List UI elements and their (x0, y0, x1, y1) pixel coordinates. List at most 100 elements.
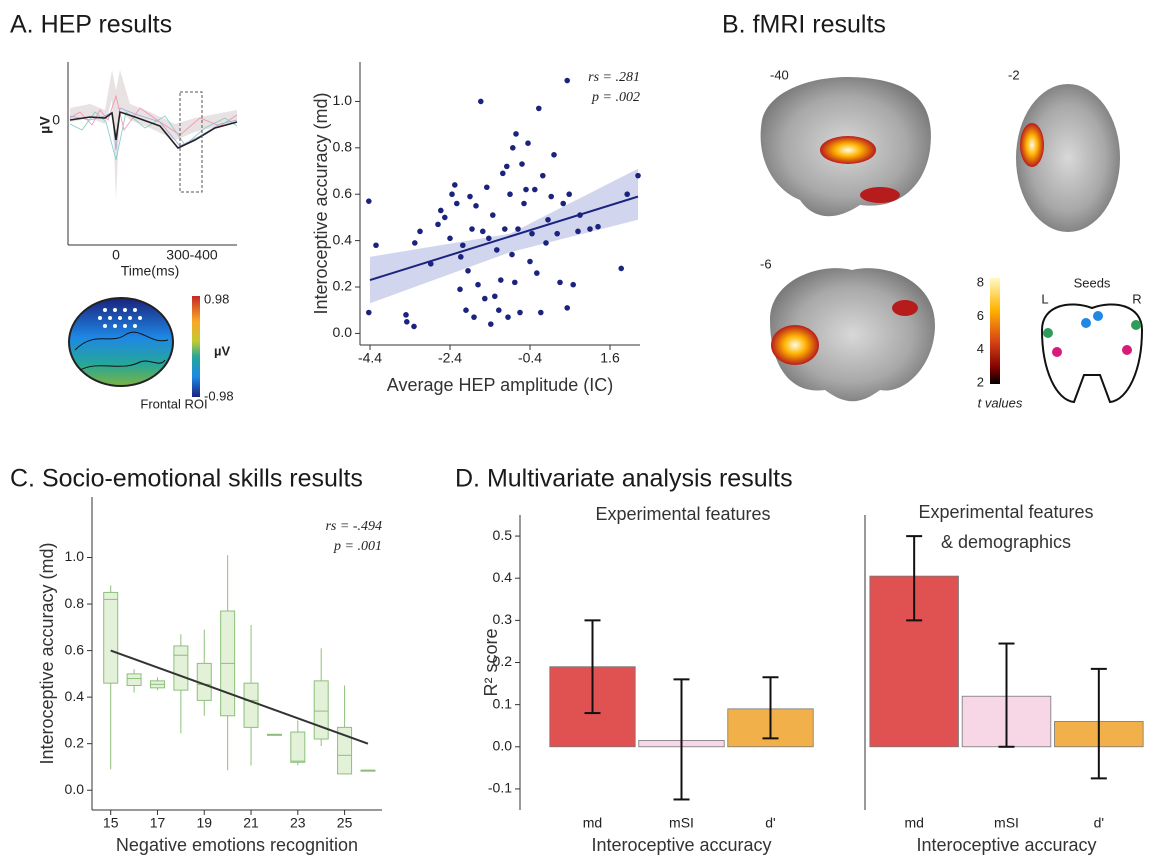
activation (820, 136, 876, 164)
colorbar-tick-label: 4 (977, 341, 984, 356)
hep-waveform: µV 0 0 300-400 Time(ms) (37, 62, 238, 279)
waveform-trial (69, 107, 238, 151)
point (486, 235, 492, 242)
box (243, 682, 259, 728)
y-tick-label: 0.8 (65, 595, 85, 611)
point (478, 98, 484, 105)
point (449, 191, 455, 198)
colorbar-tick-label: 6 (977, 308, 984, 323)
point (403, 312, 409, 318)
contour (74, 331, 169, 351)
x-label: Time(ms) (121, 263, 180, 279)
seed (1043, 328, 1053, 338)
x-tick-label: 23 (290, 815, 306, 831)
point (492, 293, 498, 300)
point (412, 240, 418, 246)
colorbar-ticks: 0.98 -0.98 (204, 291, 234, 403)
point (500, 170, 506, 177)
window-label: 300-400 (166, 247, 218, 263)
x-tick-label: -4.4 (358, 350, 382, 366)
y-tick-label: -0.1 (488, 780, 512, 796)
point (457, 286, 463, 293)
y-label: Interoceptive accuracy (md) (311, 92, 331, 314)
point (509, 251, 515, 258)
point (502, 226, 508, 232)
point (521, 200, 527, 207)
box (337, 726, 353, 775)
box (313, 680, 329, 740)
point (504, 163, 510, 170)
colorbar (192, 296, 200, 397)
point (482, 295, 488, 302)
chart-title: Experimental features (595, 504, 770, 524)
colorbar-tick-label: 0.98 (204, 291, 229, 306)
point (564, 77, 570, 84)
seeds-left: L (1041, 291, 1048, 306)
point (488, 321, 494, 327)
seed (1131, 320, 1141, 330)
activation (892, 300, 918, 316)
point (467, 193, 473, 200)
x-tick-label: mSI (669, 815, 694, 831)
point (366, 309, 372, 316)
panel-title: C. Socio-emotional skills results (10, 465, 363, 493)
point (454, 200, 460, 207)
y-tick-label: 0.3 (493, 611, 513, 627)
point (545, 216, 551, 223)
colorbar-tick-label: -0.98 (204, 388, 234, 403)
x-zero: 0 (112, 247, 120, 263)
colorbar-ticks: 2 4 6 8 (977, 274, 984, 389)
activation (1020, 123, 1044, 167)
y-tick-label: 0.4 (493, 569, 513, 585)
point (507, 191, 513, 198)
topomap: Frontal ROI µV (68, 296, 230, 411)
fmri-slices: -40 -2 -6 t values Seeds L R (760, 67, 1144, 410)
waveform-mean (69, 110, 238, 149)
point (494, 247, 500, 253)
activation (771, 325, 819, 365)
fit-line (369, 195, 639, 282)
point (525, 140, 531, 146)
point (366, 198, 372, 204)
seeds-title: Seeds (1074, 275, 1111, 290)
x-label: Interoceptive accuracy (591, 835, 771, 855)
y-tick-label: 0.5 (493, 527, 513, 543)
x-label: Negative emotions recognition (116, 835, 358, 855)
box (103, 591, 119, 684)
activation (860, 187, 900, 203)
waveform-trial (69, 111, 238, 161)
point (442, 214, 448, 221)
annotation: rs = -.494 (325, 519, 382, 534)
x-tick-label: d' (765, 815, 775, 831)
time-window (179, 91, 203, 193)
panel-title: A. HEP results (10, 11, 172, 39)
y-tick-label: 1.0 (333, 92, 353, 108)
point (560, 200, 566, 207)
waveform-spread (70, 70, 237, 200)
point (517, 309, 523, 316)
y-label: Interoceptive accuracy (md) (37, 542, 57, 764)
brain-coronal (770, 268, 935, 402)
x-tick-label: -0.4 (518, 350, 542, 366)
x-label: Interoceptive accuracy (916, 835, 1096, 855)
point (469, 226, 475, 232)
x-tick-label: 19 (196, 815, 212, 831)
x-tick-label: -2.4 (438, 350, 462, 366)
y-tick-label: 1.0 (65, 548, 85, 564)
point (538, 309, 544, 316)
point (618, 265, 624, 272)
point (587, 226, 593, 232)
x-tick-label: md (583, 815, 602, 831)
point (505, 314, 511, 320)
point (484, 184, 490, 191)
slice-label: -40 (770, 67, 789, 82)
seed (1081, 318, 1091, 328)
x-tick-label: 17 (150, 815, 166, 831)
point (536, 105, 542, 112)
point (595, 223, 601, 230)
error-bar (1090, 667, 1107, 780)
point (564, 305, 570, 311)
point (438, 207, 444, 214)
colorbar-tick-label: 2 (977, 374, 984, 389)
point (548, 193, 554, 200)
